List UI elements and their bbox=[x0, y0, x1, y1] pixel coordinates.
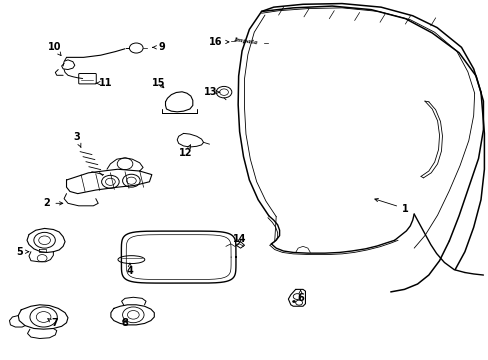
Text: 13: 13 bbox=[203, 87, 220, 97]
Circle shape bbox=[34, 232, 55, 248]
Circle shape bbox=[216, 86, 231, 98]
Text: 4: 4 bbox=[126, 263, 133, 276]
Text: 8: 8 bbox=[122, 319, 128, 328]
Text: 16: 16 bbox=[208, 37, 228, 47]
Circle shape bbox=[122, 174, 140, 187]
Circle shape bbox=[102, 175, 119, 188]
Text: 11: 11 bbox=[96, 78, 112, 88]
Text: 3: 3 bbox=[73, 132, 81, 147]
FancyBboxPatch shape bbox=[79, 73, 96, 84]
Text: 2: 2 bbox=[43, 198, 62, 208]
Text: 15: 15 bbox=[152, 78, 165, 88]
Text: 9: 9 bbox=[152, 42, 164, 52]
Text: 6: 6 bbox=[297, 290, 304, 303]
Circle shape bbox=[117, 158, 133, 170]
Circle shape bbox=[129, 43, 143, 53]
Text: 12: 12 bbox=[179, 145, 192, 158]
Text: 10: 10 bbox=[47, 42, 61, 55]
Text: Impala: Impala bbox=[233, 37, 258, 45]
Text: 5: 5 bbox=[16, 247, 29, 257]
Text: 14: 14 bbox=[232, 234, 246, 244]
Circle shape bbox=[122, 307, 144, 323]
Ellipse shape bbox=[118, 256, 144, 264]
Text: 1: 1 bbox=[374, 198, 408, 214]
Circle shape bbox=[30, 307, 57, 327]
Text: 7: 7 bbox=[48, 319, 58, 328]
